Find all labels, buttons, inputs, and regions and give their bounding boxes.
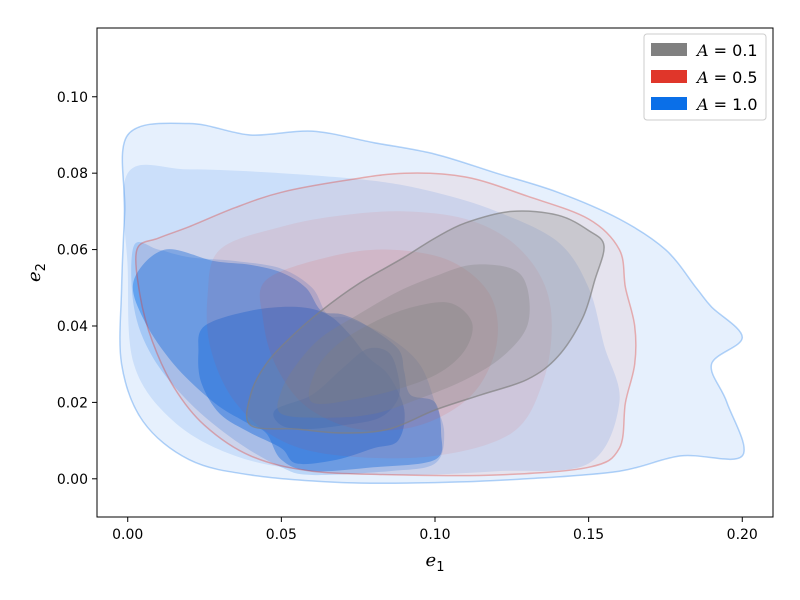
contour-level-3: [131, 242, 445, 476]
legend-value: = 0.5: [709, 68, 758, 87]
y-tick-label: 0.08: [57, 166, 88, 182]
contour-level-3: [308, 302, 473, 405]
x-axis-label: e1: [426, 550, 445, 575]
legend-item: A = 0.5: [651, 68, 758, 87]
legend-swatch: [651, 97, 687, 110]
legend-label: A = 1.0: [695, 95, 758, 114]
contour-level-2: [277, 264, 530, 418]
legend-value: = 1.0: [709, 95, 758, 114]
y-axis-label: e2: [24, 263, 49, 282]
legend-swatch: [651, 70, 687, 83]
legend-value: = 0.1: [709, 41, 758, 60]
y-tick-label: 0.04: [57, 319, 88, 335]
contour-series: [245, 210, 605, 434]
x-tick-label: 0.20: [727, 527, 758, 543]
x-tick-label: 0.10: [419, 527, 450, 543]
contour-series: [135, 172, 637, 477]
legend-item: A = 1.0: [651, 95, 758, 114]
legend-swatch: [651, 43, 687, 56]
contour-level-2: [206, 211, 552, 459]
y-tick-label: 0.10: [57, 90, 88, 106]
contour-level-1: [119, 122, 745, 485]
x-axis-ticks: 0.00 0.05 0.10 0.15 0.20: [112, 517, 758, 543]
legend-label: A = 0.1: [695, 41, 758, 60]
x-tick-label: 0.15: [573, 527, 604, 543]
contour-level-4: [132, 249, 443, 472]
contour-level-1: [135, 172, 637, 477]
contour-layers: [119, 122, 745, 485]
y-tick-label: 0.02: [57, 395, 88, 411]
x-tick-label: 0.05: [266, 527, 297, 543]
contour-series: [119, 122, 745, 485]
y-tick-label: 0.00: [57, 472, 88, 488]
y-tick-label: 0.06: [57, 243, 88, 259]
legend-item: A = 0.1: [651, 41, 758, 60]
legend-variable: A: [695, 95, 709, 114]
x-tick-label: 0.00: [112, 527, 143, 543]
contour-level-1: [245, 210, 605, 434]
legend-variable: A: [695, 41, 709, 60]
contour-level-3: [259, 249, 498, 431]
contour-level-6: [273, 347, 400, 430]
legend-variable: A: [695, 68, 709, 87]
contour-level-2: [122, 164, 620, 475]
legend: A = 0.1A = 0.5A = 1.0: [643, 33, 767, 121]
legend-label: A = 0.5: [695, 68, 758, 87]
y-axis-ticks: 0.00 0.02 0.04 0.06 0.08 0.10: [57, 90, 97, 488]
